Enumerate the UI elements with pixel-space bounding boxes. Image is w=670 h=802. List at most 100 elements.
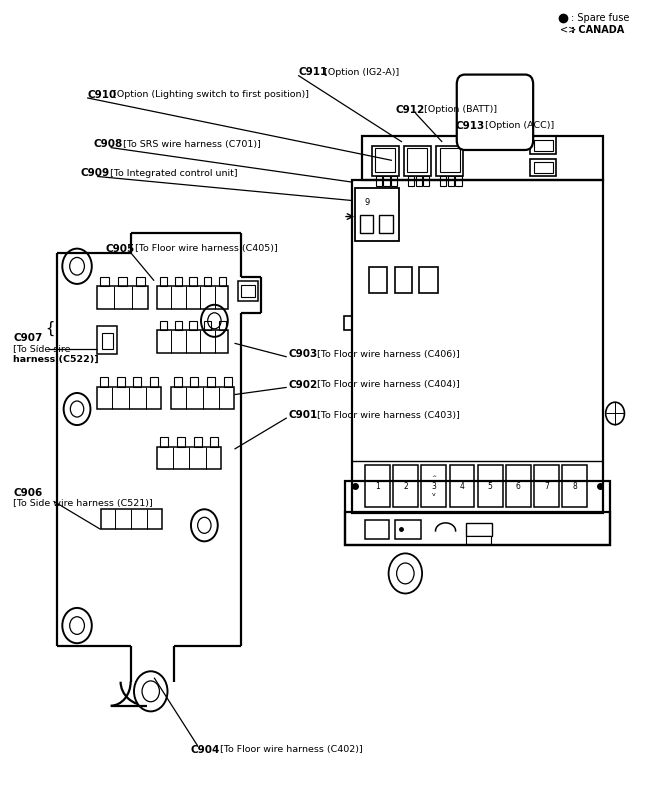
Bar bbox=[531, 159, 556, 176]
Bar bbox=[562, 465, 587, 507]
Bar bbox=[171, 387, 234, 409]
Text: [Option (BATT)]: [Option (BATT)] bbox=[421, 105, 498, 115]
Text: 8: 8 bbox=[572, 481, 577, 491]
Bar bbox=[100, 277, 109, 286]
Circle shape bbox=[64, 393, 90, 425]
Bar bbox=[224, 377, 232, 387]
Circle shape bbox=[480, 92, 510, 128]
Bar bbox=[345, 481, 610, 545]
Bar bbox=[177, 437, 185, 447]
Bar bbox=[118, 277, 127, 286]
Text: C907: C907 bbox=[13, 334, 43, 343]
Bar bbox=[175, 277, 182, 286]
Bar bbox=[97, 326, 117, 354]
Text: {: { bbox=[46, 322, 55, 336]
Bar bbox=[160, 321, 167, 330]
Bar bbox=[190, 321, 196, 330]
Bar bbox=[423, 176, 429, 186]
Circle shape bbox=[208, 313, 221, 329]
Bar bbox=[391, 176, 397, 186]
Text: [To Floor wire harness (C406)]: [To Floor wire harness (C406)] bbox=[314, 350, 460, 359]
Bar bbox=[376, 176, 382, 186]
Bar bbox=[408, 176, 414, 186]
FancyBboxPatch shape bbox=[457, 75, 533, 150]
Bar bbox=[379, 215, 393, 233]
Text: C910: C910 bbox=[87, 90, 117, 99]
Text: : CANADA: : CANADA bbox=[571, 25, 624, 34]
Text: C906: C906 bbox=[13, 488, 43, 498]
Bar bbox=[369, 267, 387, 293]
Bar bbox=[415, 176, 422, 186]
Circle shape bbox=[389, 553, 422, 593]
Bar bbox=[436, 146, 463, 176]
Text: v: v bbox=[432, 492, 436, 497]
Bar bbox=[136, 277, 145, 286]
Bar bbox=[360, 215, 373, 233]
Text: harness (C522)]: harness (C522)] bbox=[13, 354, 99, 364]
Text: C908: C908 bbox=[94, 140, 123, 149]
Bar bbox=[160, 277, 167, 286]
Bar bbox=[375, 148, 395, 172]
Bar bbox=[204, 321, 211, 330]
Text: 2: 2 bbox=[403, 481, 408, 491]
Bar bbox=[204, 277, 211, 286]
Bar bbox=[157, 447, 221, 469]
Circle shape bbox=[70, 257, 84, 275]
Text: C903: C903 bbox=[288, 350, 318, 359]
Text: [To SRS wire harness (C701)]: [To SRS wire harness (C701)] bbox=[120, 140, 261, 149]
Circle shape bbox=[487, 100, 503, 119]
Bar bbox=[219, 321, 226, 330]
Bar bbox=[466, 536, 491, 544]
Bar bbox=[241, 285, 255, 297]
Circle shape bbox=[191, 509, 218, 541]
Text: <>: <> bbox=[560, 25, 576, 34]
Bar bbox=[365, 520, 389, 539]
Text: 1: 1 bbox=[375, 481, 380, 491]
Bar bbox=[238, 281, 258, 301]
Text: [To Side wire harness (C521)]: [To Side wire harness (C521)] bbox=[13, 499, 153, 508]
Circle shape bbox=[198, 517, 211, 533]
Text: 9: 9 bbox=[364, 197, 370, 207]
Text: C912: C912 bbox=[395, 105, 425, 115]
Bar bbox=[344, 316, 352, 330]
Text: C913: C913 bbox=[456, 121, 485, 131]
Bar bbox=[190, 277, 196, 286]
Bar bbox=[352, 180, 603, 513]
Bar bbox=[175, 321, 182, 330]
Circle shape bbox=[70, 401, 84, 417]
Bar bbox=[345, 512, 610, 545]
Bar bbox=[117, 377, 125, 387]
Circle shape bbox=[70, 617, 84, 634]
Text: 6: 6 bbox=[516, 481, 521, 491]
Bar bbox=[100, 377, 108, 387]
Bar bbox=[383, 176, 390, 186]
Bar bbox=[466, 523, 492, 536]
Bar bbox=[478, 465, 502, 507]
Text: : Spare fuse: : Spare fuse bbox=[571, 13, 629, 22]
Bar bbox=[157, 286, 228, 309]
Bar bbox=[534, 162, 553, 173]
Bar bbox=[372, 146, 399, 176]
Bar bbox=[531, 136, 556, 154]
Bar bbox=[440, 176, 446, 186]
Text: C905: C905 bbox=[106, 244, 135, 253]
Bar bbox=[407, 148, 427, 172]
Circle shape bbox=[134, 671, 168, 711]
Bar bbox=[395, 267, 412, 293]
Text: [To Floor wire harness (C402)]: [To Floor wire harness (C402)] bbox=[217, 745, 363, 755]
Circle shape bbox=[62, 249, 92, 284]
Text: 7: 7 bbox=[544, 481, 549, 491]
Bar bbox=[210, 437, 218, 447]
Bar bbox=[133, 377, 141, 387]
Text: [Option (Lighting switch to first position)]: [Option (Lighting switch to first positi… bbox=[113, 90, 310, 99]
Bar bbox=[365, 465, 390, 507]
Text: C909: C909 bbox=[80, 168, 109, 178]
Text: [Option (IG2-A)]: [Option (IG2-A)] bbox=[324, 67, 399, 77]
Bar bbox=[150, 377, 158, 387]
Text: 4: 4 bbox=[460, 481, 464, 491]
Text: 3: 3 bbox=[431, 481, 436, 491]
Bar bbox=[97, 286, 148, 309]
Bar bbox=[190, 377, 198, 387]
Text: [To Floor wire harness (C405)]: [To Floor wire harness (C405)] bbox=[132, 244, 278, 253]
Bar bbox=[102, 333, 113, 349]
